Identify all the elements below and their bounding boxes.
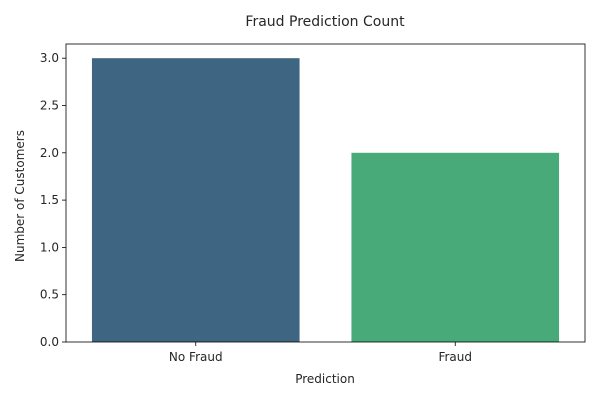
chart-title: Fraud Prediction Count [245, 14, 405, 30]
axes-frame [65, 43, 586, 343]
y-tick-label: 2.5 [40, 98, 59, 112]
x-tick-label: No Fraud [169, 350, 223, 364]
y-tick-label: 3.0 [40, 51, 59, 65]
y-tick-label: 1.5 [40, 193, 59, 207]
bar-fraud [351, 152, 560, 342]
y-tick-label: 0.0 [40, 335, 59, 349]
y-axis-label: Number of Customers [13, 130, 27, 262]
y-tick-label: 0.5 [40, 288, 59, 302]
y-tick-label: 2.0 [40, 146, 59, 160]
y-tick-label: 1.0 [40, 240, 59, 254]
bar-no-fraud [91, 58, 300, 342]
plot-area: 0.0 0.5 1.0 1.5 2.0 2.5 3.0 No Fraud Fraud [40, 43, 586, 364]
x-tick-label: Fraud [438, 350, 472, 364]
x-axis-label: Prediction [295, 372, 355, 386]
